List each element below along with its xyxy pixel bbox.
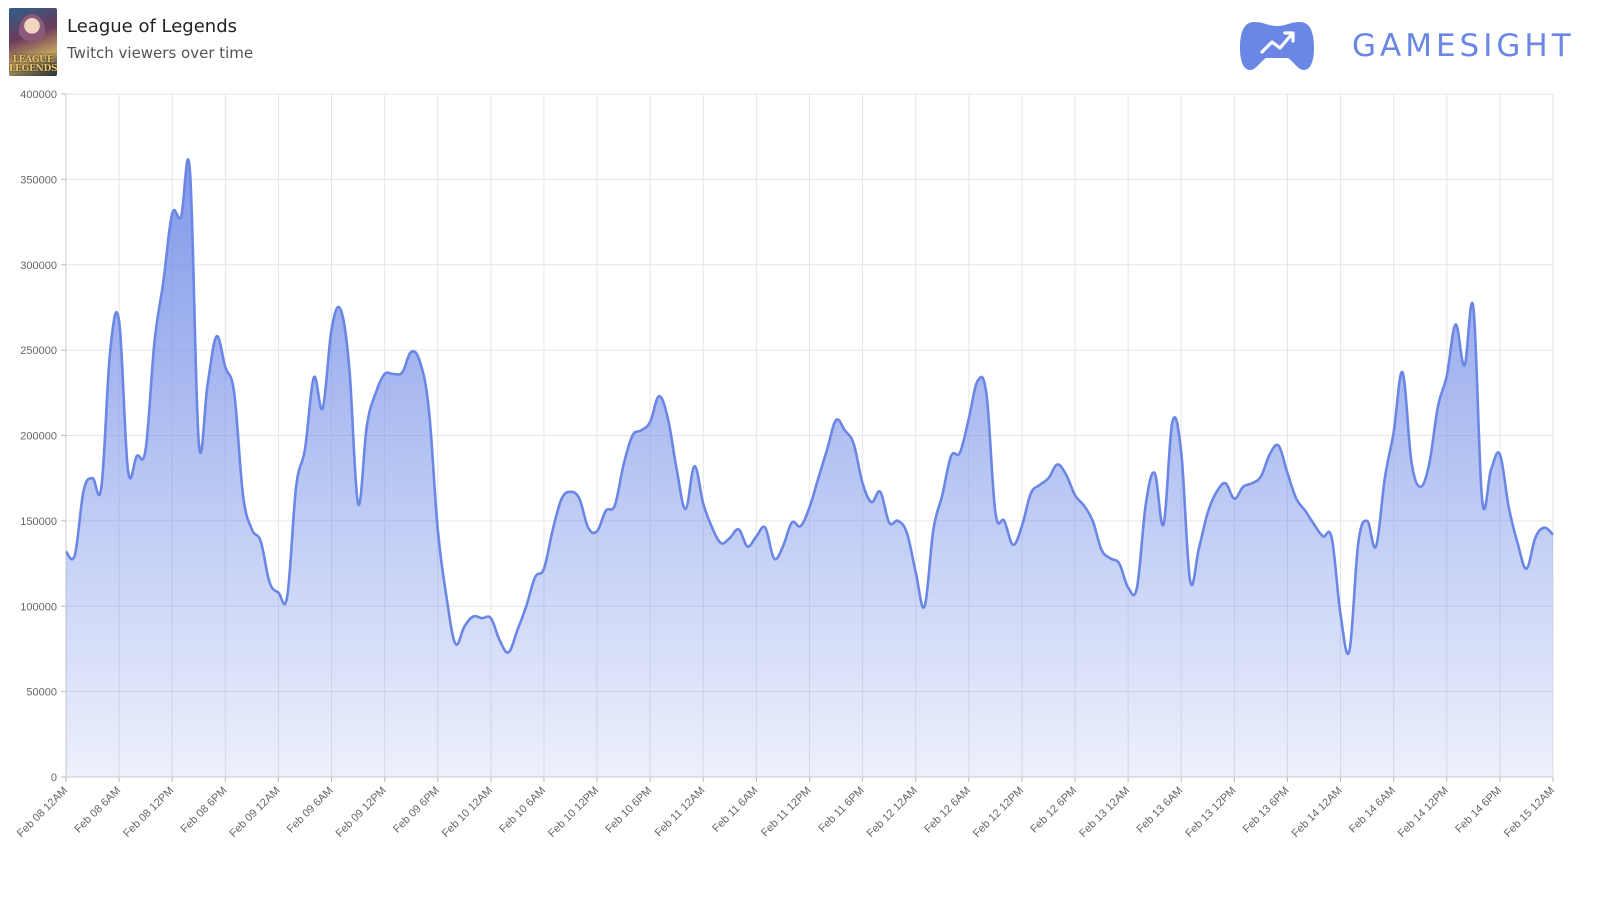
y-tick-label: 250000 [20,345,57,357]
y-tick-label: 400000 [20,89,57,101]
x-tick-label: Feb 09 12PM [334,785,389,840]
x-tick-label: Feb 14 6PM [1453,785,1504,836]
gamesight-brand: GAMESIGHT [1240,18,1580,72]
champion-figure-icon [19,14,45,48]
x-tick-label: Feb 09 6PM [391,785,442,836]
page-subtitle: Twitch viewers over time [67,44,254,62]
game-logo-text: LEAGUE LEGENDS [9,55,57,74]
y-tick-label: 300000 [20,260,57,272]
y-tick-label: 350000 [20,174,57,186]
x-tick-label: Feb 12 12AM [865,785,920,840]
x-tick-label: Feb 11 12PM [759,785,814,840]
x-tick-label: Feb 10 6AM [497,785,548,836]
brand-name: GAMESIGHT [1352,28,1575,64]
x-tick-label: Feb 11 12AM [653,785,708,840]
x-tick-label: Feb 14 12PM [1396,785,1451,840]
y-axis: 0 50000 100000 150000 200000 250000 300000 3500… [20,89,67,784]
x-tick-label: Feb 10 6PM [603,785,654,836]
x-tick-label: Feb 08 6AM [72,785,123,836]
x-tick-label: Feb 10 12AM [440,785,495,840]
x-tick-label: Feb 13 12AM [1077,785,1132,840]
x-tick-label: Feb 15 12AM [1502,785,1557,840]
x-tick-label: Feb 10 12PM [546,785,601,840]
gamepad-trend-icon [1240,22,1314,70]
x-tick-label: Feb 09 6AM [285,785,336,836]
game-thumbnail: LEAGUE LEGENDS [9,8,57,76]
x-tick-label: Feb 08 12PM [121,785,176,840]
x-tick-label: Feb 13 6PM [1241,785,1292,836]
series-line [65,158,1554,655]
x-tick-label: Feb 12 6PM [1028,785,1079,836]
x-tick-label: Feb 12 12PM [971,785,1026,840]
x-tick-label: Feb 11 6PM [816,785,866,835]
y-tick-label: 200000 [20,431,57,443]
viewers-area-chart: 0 50000 100000 150000 200000 250000 300000 3500… [15,89,1557,840]
y-tick-label: 0 [51,772,57,784]
page-title: League of Legends [67,16,238,37]
y-tick-label: 50000 [26,687,57,699]
y-tick-label: 150000 [20,516,57,528]
x-tick-label: Feb 13 12PM [1183,785,1238,840]
x-tick-label: Feb 08 6PM [179,785,230,836]
x-tick-label: Feb 12 6AM [922,785,973,836]
x-tick-label: Feb 14 12AM [1290,785,1345,840]
y-tick-label: 100000 [20,601,57,613]
x-tick-label: Feb 14 6AM [1347,785,1398,836]
series-area [66,159,1553,777]
x-tick-label: Feb 09 12AM [227,785,282,840]
x-tick-label: Feb 13 6AM [1135,785,1186,836]
x-tick-label: Feb 08 12AM [15,785,70,840]
chart-header: LEAGUE LEGENDS League of Legends Twitch … [0,0,1600,88]
x-tick-label: Feb 11 6AM [710,785,760,835]
